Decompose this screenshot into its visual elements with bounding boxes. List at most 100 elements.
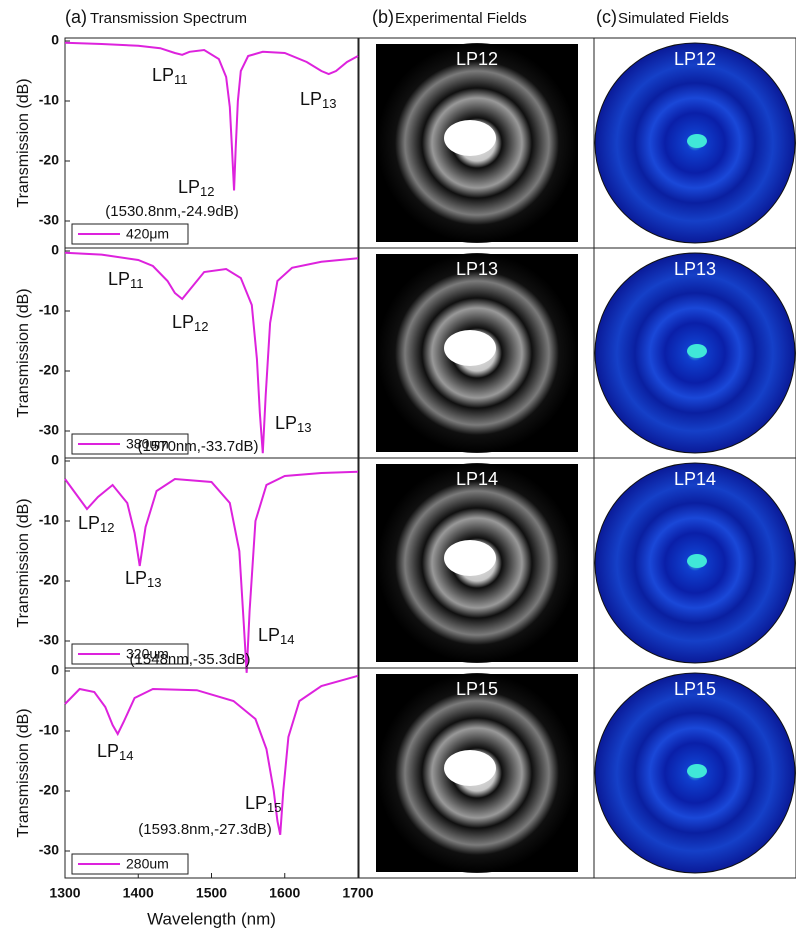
mode-index: 12 xyxy=(200,184,214,199)
mode-name: LP xyxy=(78,513,100,533)
x-tick-label: 1600 xyxy=(269,885,300,901)
mode-annotation: LP13 xyxy=(300,89,337,112)
mode-annotation: LP13 xyxy=(275,413,312,436)
legend-label: 280um xyxy=(126,856,169,872)
panel-title: Experimental Fields xyxy=(395,10,527,27)
y-tick-label: -20 xyxy=(39,152,59,168)
x-axis-label: Wavelength (nm) xyxy=(147,909,276,928)
legend-label: 380um xyxy=(126,436,169,452)
y-tick-label: 0 xyxy=(51,242,59,258)
panel-title: Transmission Spectrum xyxy=(90,10,247,27)
y-tick-label: -10 xyxy=(39,302,59,318)
y-tick-label: -30 xyxy=(39,422,59,438)
mode-annotation: LP11 xyxy=(108,269,144,292)
y-axis-label: Transmission (dB) xyxy=(15,288,32,417)
simulated-label: LP15 xyxy=(674,679,716,699)
legend-label: 420μm xyxy=(126,226,169,242)
simulated-label: LP14 xyxy=(674,469,716,489)
mode-name: LP xyxy=(300,89,322,109)
mode-index: 12 xyxy=(194,319,208,334)
simulated-label: LP12 xyxy=(674,49,716,69)
y-tick-label: -20 xyxy=(39,362,59,378)
y-tick-label: -20 xyxy=(39,782,59,798)
panel-letter: (a) xyxy=(65,7,87,27)
spectrum-line xyxy=(64,41,359,191)
spectrum-line xyxy=(64,674,359,835)
y-axis-label: Transmission (dB) xyxy=(15,498,32,627)
mode-index: 14 xyxy=(119,748,133,763)
plot-frame xyxy=(64,457,359,669)
mode-name: LP xyxy=(125,568,147,588)
experimental-label: LP13 xyxy=(456,259,498,279)
peak-annotation: (1548nm,-35.3dB) xyxy=(130,651,251,668)
mode-name: LP xyxy=(97,741,119,761)
mode-annotation: LP14 xyxy=(97,741,134,764)
mode-annotation: LP12 xyxy=(172,312,209,335)
plot-frame xyxy=(64,667,359,879)
mode-annotation: LP12 xyxy=(78,513,115,536)
y-tick-label: -20 xyxy=(39,572,59,588)
mode-annotation: LP11 xyxy=(152,65,188,88)
legend-box xyxy=(71,433,189,455)
y-axis-label: Transmission (dB) xyxy=(15,78,32,207)
y-tick-label: 0 xyxy=(51,452,59,468)
mode-index: 13 xyxy=(322,96,336,111)
spectrum-line xyxy=(64,470,359,673)
mode-name: LP xyxy=(178,177,200,197)
experimental-core xyxy=(444,330,496,366)
legend-label: 320um xyxy=(126,646,169,662)
y-axis-label: Transmission (dB) xyxy=(15,708,32,837)
experimental-core xyxy=(444,750,496,786)
peak-annotation: (1530.8nm,-24.9dB) xyxy=(105,203,238,220)
mode-annotation: LP15 xyxy=(245,793,282,816)
simulated-core xyxy=(687,134,707,148)
mode-index: 11 xyxy=(174,72,188,87)
y-tick-label: -30 xyxy=(39,632,59,648)
mode-name: LP xyxy=(152,65,174,85)
x-tick-label: 1300 xyxy=(49,885,80,901)
peak-annotation: (1593.8nm,-27.3dB) xyxy=(138,821,271,838)
y-tick-label: 0 xyxy=(51,662,59,678)
experimental-label: LP15 xyxy=(456,679,498,699)
simulated-label: LP13 xyxy=(674,259,716,279)
y-tick-label: -10 xyxy=(39,722,59,738)
peak-annotation: (1570nm,-33.7dB) xyxy=(138,438,259,455)
mode-name: LP xyxy=(275,413,297,433)
mode-index: 13 xyxy=(297,420,311,435)
mode-name: LP xyxy=(172,312,194,332)
simulated-core xyxy=(687,554,707,568)
mode-name: LP xyxy=(245,793,267,813)
y-tick-label: -10 xyxy=(39,512,59,528)
legend-box xyxy=(71,223,189,245)
experimental-label: LP14 xyxy=(456,469,498,489)
x-tick-label: 1500 xyxy=(196,885,227,901)
y-tick-label: -30 xyxy=(39,212,59,228)
mode-index: 11 xyxy=(130,276,144,291)
mode-name: LP xyxy=(108,269,130,289)
mode-annotation: LP12 xyxy=(178,177,215,200)
simulated-core xyxy=(687,764,707,778)
experimental-core xyxy=(444,120,496,156)
y-tick-label: -10 xyxy=(39,92,59,108)
y-tick-label: -30 xyxy=(39,842,59,858)
simulated-core xyxy=(687,344,707,358)
x-tick-label: 1400 xyxy=(123,885,154,901)
legend-box xyxy=(71,643,189,665)
mode-index: 13 xyxy=(147,575,161,590)
panel-title: Simulated Fields xyxy=(618,10,729,27)
spectrum-line xyxy=(64,251,359,454)
mode-index: 15 xyxy=(267,800,281,815)
experimental-core xyxy=(444,540,496,576)
legend-box xyxy=(71,853,189,875)
panel-letter: (c) xyxy=(596,7,617,27)
mode-annotation: LP13 xyxy=(125,568,162,591)
mode-index: 12 xyxy=(100,520,114,535)
y-tick-label: 0 xyxy=(51,32,59,48)
mode-annotation: LP14 xyxy=(258,625,295,648)
x-tick-label: 1700 xyxy=(342,885,373,901)
panel-letter: (b) xyxy=(372,7,394,27)
mode-index: 14 xyxy=(280,632,294,647)
mode-name: LP xyxy=(258,625,280,645)
experimental-label: LP12 xyxy=(456,49,498,69)
